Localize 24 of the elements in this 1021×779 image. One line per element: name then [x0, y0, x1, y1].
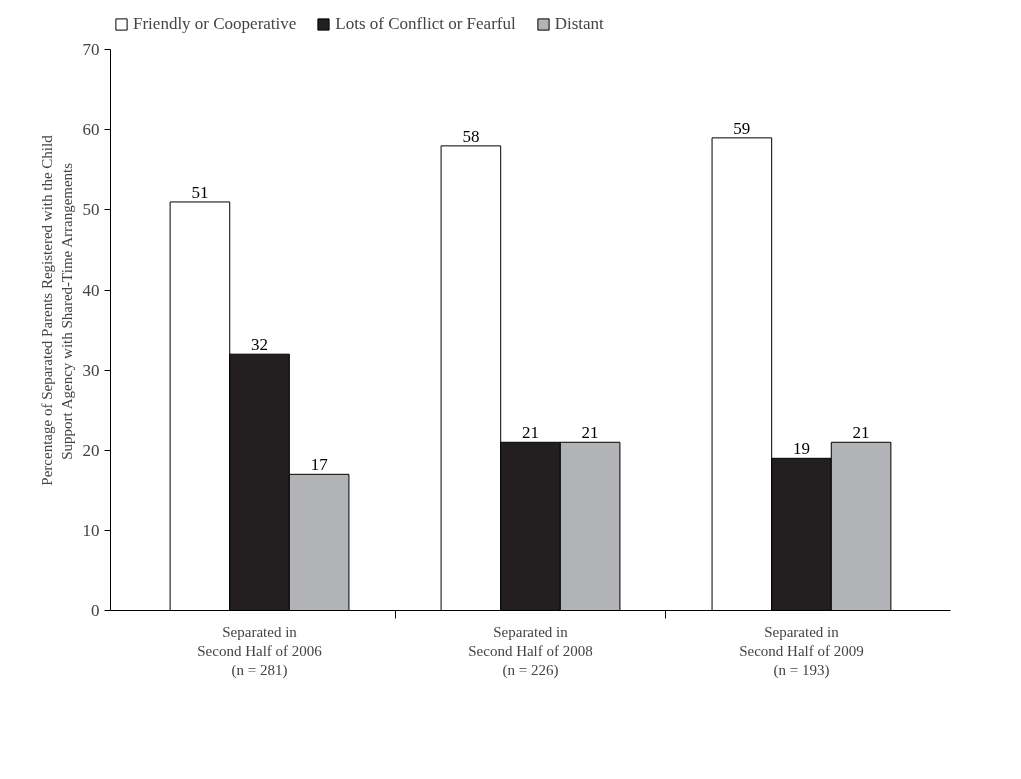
data-label: 19	[792, 439, 810, 459]
y-tick-label: 40	[82, 280, 100, 300]
y-tick-label: 0	[91, 601, 100, 620]
data-label: 59	[733, 118, 751, 138]
legend-label: Friendly or Cooperative	[133, 14, 297, 34]
y-tick-label: 10	[82, 520, 100, 540]
x-tick-label: Separated in Second Half of 2006 (n = 281)	[197, 623, 323, 679]
y-axis-title: Percentage of Separated Parents Registered with the Child Support Agency with Shared-Time Arrangements	[39, 134, 75, 486]
y-tick-label: 20	[82, 440, 100, 460]
y-tick-label: 60	[82, 120, 100, 140]
data-label: 21	[852, 423, 870, 443]
legend-label: Lots of Conflict or Fearful	[335, 14, 516, 34]
y-tick-label: 30	[82, 360, 100, 380]
y-tick-label: 70	[82, 40, 100, 60]
data-label: 51	[191, 182, 209, 202]
data-label: 32	[251, 335, 269, 355]
data-label: 21	[581, 423, 599, 443]
data-label: 58	[462, 126, 480, 146]
data-label: 17	[310, 455, 329, 475]
y-tick-label: 50	[82, 200, 100, 220]
x-tick-label: Separated in Second Half of 2009 (n = 193)	[739, 623, 864, 679]
x-tick-label: Separated in Second Half of 2008 (n = 226)	[468, 623, 593, 679]
legend-label: Distant	[554, 14, 604, 34]
data-label: 21	[522, 423, 539, 443]
